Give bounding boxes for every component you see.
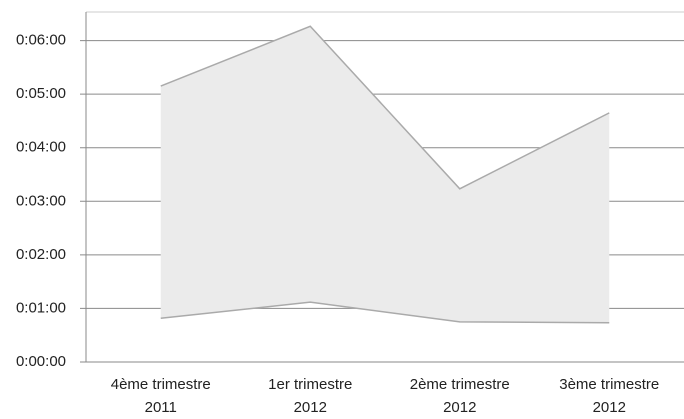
range-edge	[160, 25, 610, 190]
y-tick-label: 0:01:00	[16, 299, 66, 316]
range-edge	[160, 301, 610, 324]
x-tick-label: 1er trimestre	[268, 376, 352, 393]
x-tick-label: 2012	[593, 399, 626, 416]
y-tick-label: 0:06:00	[16, 32, 66, 49]
y-tick-label: 0:02:00	[16, 246, 66, 263]
x-tick-label: 2ème trimestre	[410, 376, 510, 393]
range-area	[160, 26, 610, 323]
y-tick-label: 0:03:00	[16, 192, 66, 209]
y-tick-label: 0:05:00	[16, 85, 66, 102]
x-tick-label: 3ème trimestre	[559, 376, 659, 393]
x-tick-label: 2012	[443, 399, 476, 416]
x-tick-label: 4ème trimestre	[111, 376, 211, 393]
x-tick-label: 2011	[145, 399, 177, 416]
y-tick-label: 0:04:00	[16, 139, 66, 156]
y-tick-label: 0:00:00	[16, 353, 66, 370]
x-tick-label: 2012	[294, 399, 327, 416]
